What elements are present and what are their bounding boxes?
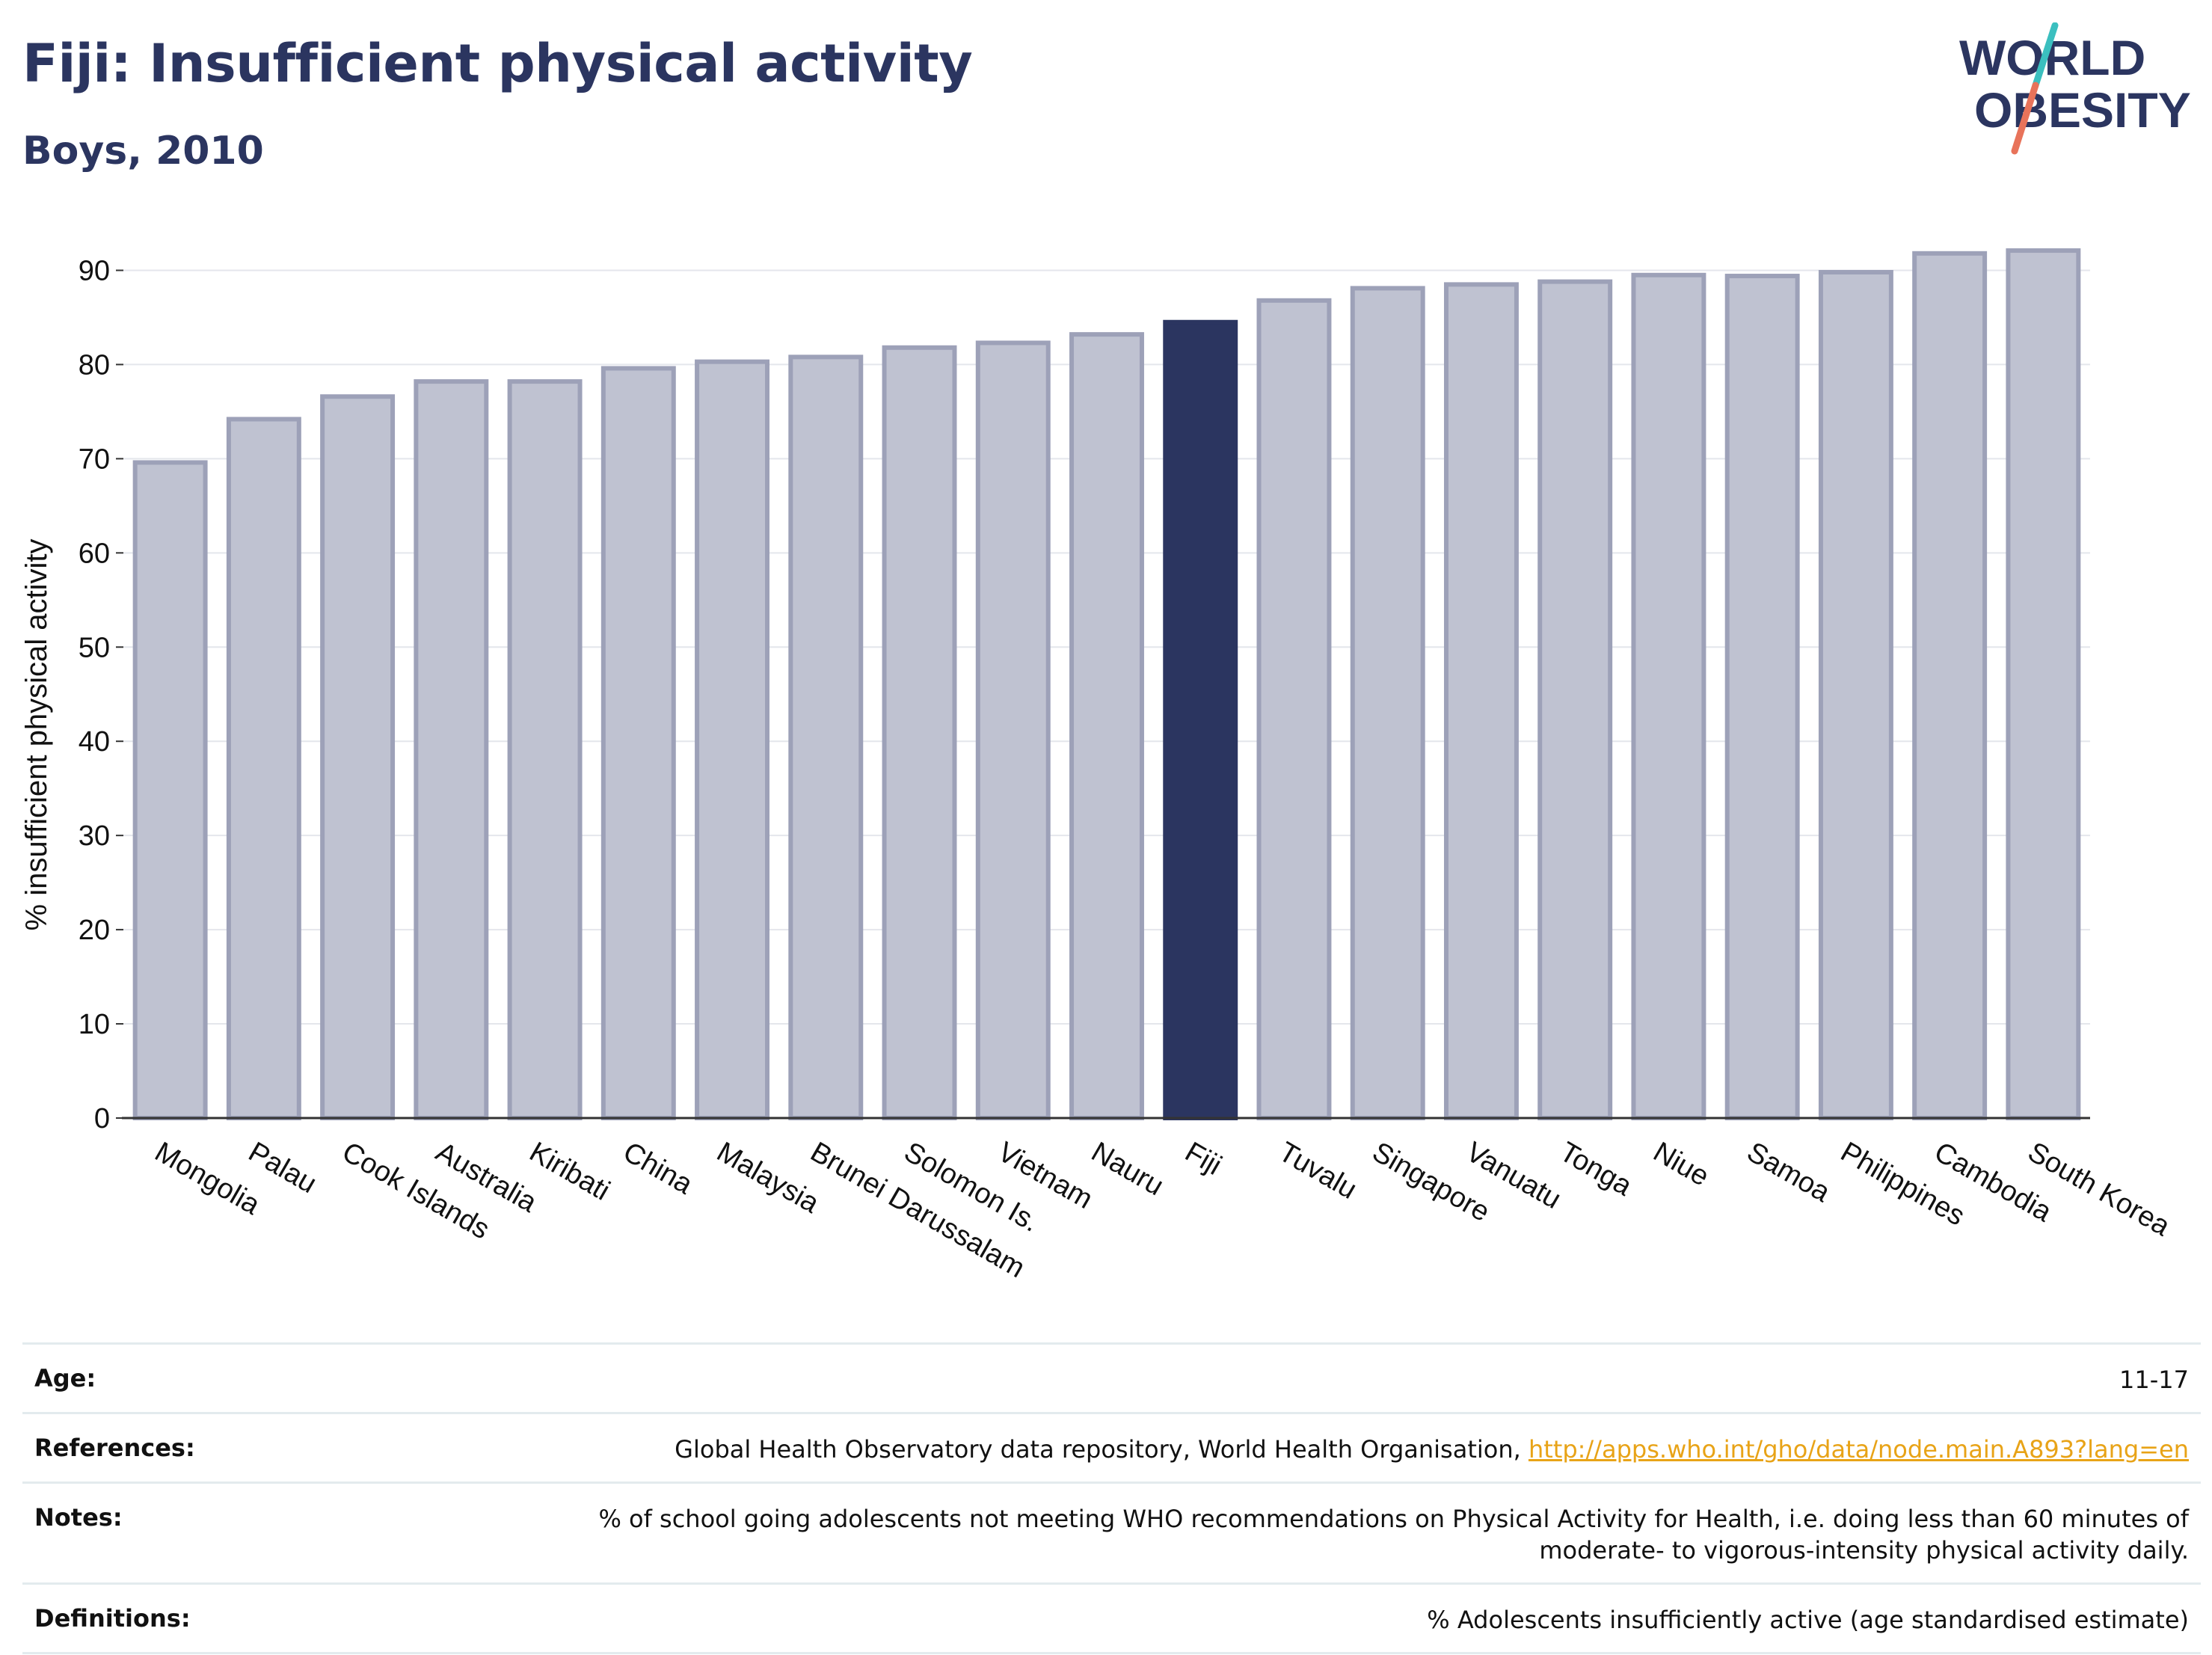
bar-vanuatu xyxy=(1443,282,1519,1120)
x-tick-label: Samoa xyxy=(1742,1136,1836,1209)
bar-south-korea xyxy=(2006,248,2081,1120)
age-value: 11-17 xyxy=(2119,1366,2189,1394)
y-tick-label: 80 xyxy=(79,349,110,381)
bar-brunei-darussalam xyxy=(788,354,864,1120)
references-value: Global Health Observatory data repositor… xyxy=(229,1434,2189,1465)
bar-samoa xyxy=(1724,274,1800,1121)
logo-slash-coral xyxy=(2011,82,2039,155)
notes-value: % of school going adolescents not meetin… xyxy=(229,1503,2189,1566)
notes-line-2: moderate- to vigorous-intensity physical… xyxy=(1539,1536,2189,1565)
bar-vietnam xyxy=(975,340,1051,1121)
definitions-row: Definitions: % Adolescents insufficientl… xyxy=(22,1582,2201,1654)
bar-malaysia xyxy=(695,359,770,1120)
bar-tonga xyxy=(1537,279,1613,1121)
chart-title: Fiji: Insufficient physical activity xyxy=(22,33,973,94)
y-tick-label: 60 xyxy=(79,538,110,569)
x-tick-label: Tuvalu xyxy=(1274,1136,1362,1206)
x-tick-label: Tonga xyxy=(1554,1136,1637,1203)
y-tick-labels: 0 10 20 30 40 50 60 70 80 90 xyxy=(79,255,110,1134)
x-tick-label: Mongolia xyxy=(150,1136,265,1221)
bar-kiribati xyxy=(507,379,583,1120)
notes-line-1: % of school going adolescents not meetin… xyxy=(598,1505,2189,1533)
bar-solomon-is xyxy=(882,345,957,1120)
y-tick-label: 10 xyxy=(79,1009,110,1040)
y-tick-label: 70 xyxy=(79,443,110,475)
chart-info-table: Age: 11-17 References: Global Health Obs… xyxy=(22,1342,2201,1654)
bar-cook-islands xyxy=(320,394,396,1120)
notes-label: Notes: xyxy=(34,1503,123,1532)
definitions-value: % Adolescents insufficiently active (age… xyxy=(1427,1606,2189,1634)
references-text: Global Health Observatory data repositor… xyxy=(675,1435,1529,1464)
bar-philippines xyxy=(1818,270,1893,1121)
bar-singapore xyxy=(1350,286,1425,1120)
x-tick-label: Nauru xyxy=(1086,1136,1169,1202)
references-row: References: Global Health Observatory da… xyxy=(22,1412,2201,1481)
bar-cambodia xyxy=(1912,251,1988,1121)
age-row: Age: 11-17 xyxy=(22,1342,2201,1412)
bar-nauru xyxy=(1069,332,1144,1120)
bar-tuvalu xyxy=(1256,298,1332,1120)
bar-mongolia xyxy=(132,460,208,1120)
bars xyxy=(132,248,2081,1121)
logo-slash-teal xyxy=(2032,22,2059,89)
y-axis-label: % insufficient physical activity xyxy=(20,539,53,931)
notes-row: Notes: % of school going adolescents not… xyxy=(22,1481,2201,1582)
bar-china xyxy=(600,366,676,1120)
x-tick-label: China xyxy=(618,1136,698,1200)
bar-niue xyxy=(1631,272,1706,1120)
y-tick-label: 20 xyxy=(79,915,110,946)
x-tick-label: Niue xyxy=(1648,1136,1715,1192)
x-tick-label: Fiji xyxy=(1180,1136,1227,1182)
logo-line-2: OBESITY xyxy=(1974,82,2191,138)
chart-subtitle: Boys, 2010 xyxy=(22,129,264,174)
x-tick-label: Malaysia xyxy=(711,1136,825,1220)
y-tick-label: 0 xyxy=(94,1103,110,1134)
x-tick-label: South Korea xyxy=(2023,1136,2176,1242)
references-label: References: xyxy=(34,1434,195,1462)
y-tick-label: 40 xyxy=(79,726,110,758)
world-obesity-logo: WORLD OBESITY xyxy=(1959,22,2191,155)
y-tick-label: 30 xyxy=(79,820,110,852)
bar-palau xyxy=(226,417,301,1120)
bar-fiji xyxy=(1163,319,1238,1121)
references-link[interactable]: http://apps.who.int/gho/data/node.main.A… xyxy=(1528,1435,2189,1464)
age-label: Age: xyxy=(34,1364,96,1393)
y-tick-label: 90 xyxy=(79,255,110,286)
definitions-label: Definitions: xyxy=(34,1604,191,1633)
y-tick-label: 50 xyxy=(79,632,110,663)
bar-australia xyxy=(414,379,489,1120)
